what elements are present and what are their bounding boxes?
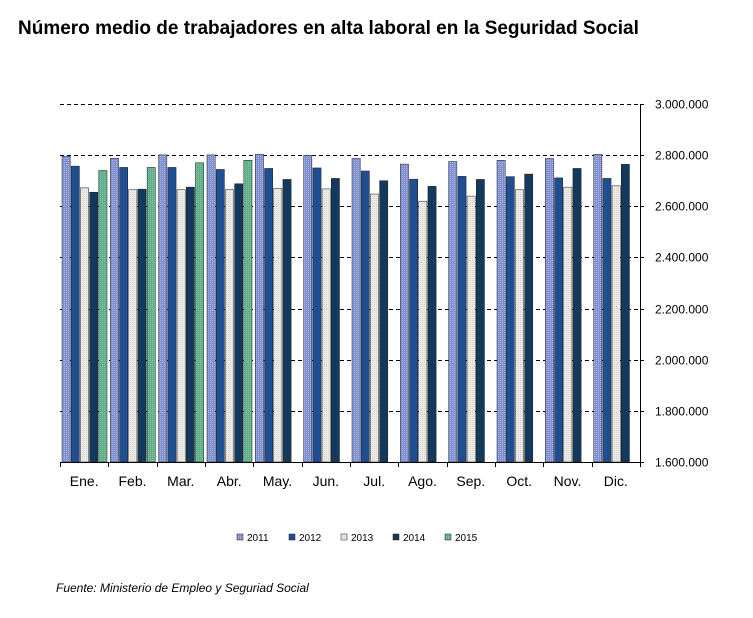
x-category-label: Abr. [217,473,242,489]
x-category-label: Dic. [604,473,628,489]
bar-2015-3 [243,160,253,463]
x-axis-labels: Ene. Feb. Mar. Abr. May. Jun. Jul. Ago. Sep. Oct.… [70,473,628,489]
bar-2012-7 [409,178,418,463]
y-tick-label: 2.600.000 [655,200,709,214]
legend-label-2012: 2012 [299,533,322,544]
bar-2012-0 [70,165,80,463]
x-category-label: Sep. [456,473,485,489]
bar-2013-9 [515,189,524,463]
x-category-label: Nov. [554,473,582,489]
y-tick-label: 1.800.000 [655,405,709,419]
x-category-label: Ene. [70,473,99,489]
bar-2014-2 [186,186,195,463]
legend-label-2011: 2011 [247,533,269,544]
bar-2011-8 [448,161,458,463]
bar-2014-8 [476,179,485,463]
bar-2013-2 [176,189,186,463]
y-tick-label: 1.600.000 [655,456,709,470]
bar-2011-3 [206,154,216,463]
bar-2014-1 [137,188,147,463]
bar-2012-10 [554,177,563,463]
bar-2012-8 [457,176,467,463]
legend: 2011 2012 2013 2014 2015 [236,533,478,544]
bar-2013-1 [128,189,138,463]
y-tick-label: 2.000.000 [655,354,709,368]
bar-2011-0 [61,155,71,463]
bar-2011-6 [351,158,361,463]
bar-2012-6 [360,170,370,463]
bar-2014-11 [621,164,630,463]
bar-2013-3 [225,189,234,463]
x-category-label: Jul. [363,473,385,489]
bar-2014-4 [282,179,292,463]
y-tick-label: 2.400.000 [655,251,709,265]
legend-label-2013: 2013 [351,533,374,544]
bar-2012-11 [602,178,612,463]
bar-2013-5 [321,188,331,463]
bar-2011-10 [545,158,554,463]
bar-2014-9 [524,173,534,463]
bar-2014-3 [234,183,244,463]
bar-2013-4 [273,188,283,463]
grid-lines [60,104,640,412]
chart-title: Número medio de trabajadores en alta lab… [18,18,639,39]
axes [60,104,641,467]
bar-2011-4 [255,154,264,463]
bar-2011-11 [593,154,603,463]
bar-2012-2 [167,167,177,463]
chart-source: Fuente: Ministerio de Empleo y Seguriad … [56,581,309,595]
bar-2013-7 [418,200,428,463]
y-tick-label: 2.200.000 [655,303,709,317]
bar-2011-5 [303,155,313,463]
y-tick-label: 2.800.000 [655,149,709,163]
legend-label-2014: 2014 [403,533,426,544]
bar-2011-9 [496,160,506,463]
y-axis-ticks: 1.600.000 1.800.000 2.000.000 2.200.000 2.40… [640,98,709,470]
bar-2014-0 [89,191,99,463]
bar-2011-1 [110,157,119,463]
x-category-label: Jun. [313,473,339,489]
bar-2013-0 [80,187,89,463]
bar-2015-2 [195,162,204,463]
bar-2015-0 [98,170,108,463]
bar-2014-5 [331,178,340,463]
legend-swatch-2015 [444,533,452,541]
bar-2012-3 [215,169,225,463]
bar-2012-1 [119,167,128,463]
bar-2013-11 [611,185,621,463]
y-tick-label: 3.000.000 [655,98,709,112]
x-category-label: Feb. [118,473,146,489]
bar-2015-1 [146,167,156,463]
bar-2012-5 [312,167,322,463]
x-category-label: Oct. [506,473,532,489]
legend-swatch-2013 [340,533,348,541]
x-category-label: Ago. [408,473,437,489]
legend-label-2015: 2015 [455,533,478,544]
bars [61,154,630,463]
bar-2014-6 [379,180,389,463]
legend-swatch-2014 [392,533,400,541]
x-category-label: Mar. [167,473,194,489]
bar-2014-10 [572,168,582,463]
bar-2013-10 [563,186,573,463]
legend-swatch-2011 [236,533,244,541]
legend-swatch-2012 [288,533,296,541]
bar-2012-4 [264,168,273,463]
bar-2013-8 [466,195,476,463]
bar-2012-9 [505,176,515,463]
x-category-label: May. [263,473,292,489]
bar-2011-7 [400,163,409,463]
bar-2014-7 [427,186,437,463]
bar-2011-2 [158,154,168,463]
bar-2013-6 [370,193,379,463]
